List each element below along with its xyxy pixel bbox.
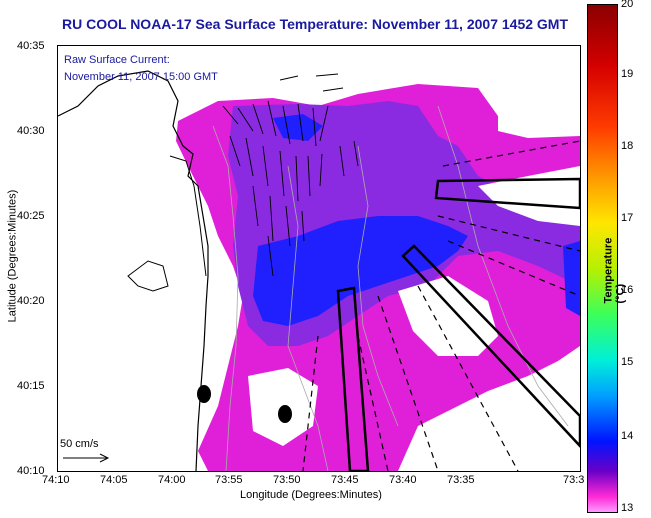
barrier-spit [169, 155, 207, 277]
feature-blob-1 [197, 385, 211, 403]
bathymetry-contour-2 [287, 165, 329, 471]
colorbar-title: Temperature (°C) [602, 237, 627, 304]
y-tick-label: 40:25 [17, 210, 45, 222]
y-tick-label: 40:30 [17, 125, 45, 137]
y-tick-label: 40:20 [17, 295, 45, 307]
x-tick-label: 74:10 [42, 474, 70, 486]
map-title: RU COOL NOAA-17 Sea Surface Temperature:… [62, 16, 569, 32]
sst-field-blue [253, 216, 468, 326]
current-vectors [222, 73, 359, 277]
x-tick-label: 73:45 [331, 474, 359, 486]
x-tick-label: 73:50 [273, 474, 301, 486]
colorbar-tick-label: 20 [621, 0, 634, 10]
colorbar-tick-label: 19 [621, 68, 634, 80]
beam-outlines [336, 177, 580, 471]
x-axis-label: Longitude (Degrees:Minutes) [240, 489, 382, 501]
x-tick-label: 74:05 [100, 474, 128, 486]
cloud-gap-far-se [498, 356, 580, 471]
y-tick-label: 40:10 [17, 465, 45, 477]
x-tick-label: 73:55 [215, 474, 243, 486]
x-tick-label: 74:00 [158, 474, 186, 486]
colorbar-tick-label: 13 [621, 502, 634, 514]
bathymetry-contour-4 [437, 105, 569, 427]
y-tick-label: 40:35 [17, 40, 45, 52]
y-axis-label: Latitude (Degrees:Minutes) [6, 189, 19, 323]
scale-label: 50 cm/s [60, 438, 99, 450]
feature-blob-2 [278, 405, 292, 423]
x-tick-label: 73:40 [389, 474, 417, 486]
y-tick-label: 40:15 [17, 380, 45, 392]
colorbar-tick-label: 14 [621, 430, 634, 442]
colorbar-tick-label: 16 [621, 284, 634, 296]
sst-map [58, 70, 580, 471]
colorbar-tick-label: 15 [621, 356, 634, 368]
scale-arrow [63, 453, 110, 463]
x-tick-label: 73:35 [447, 474, 475, 486]
colorbar-tick-label: 18 [621, 140, 634, 152]
bathymetry-contour-1 [212, 125, 239, 471]
temperature-colorbar [587, 4, 618, 513]
bathymetry-contour-3 [357, 145, 399, 427]
current-annotation-line2: November 11, 2007 15:00 GMT [64, 71, 218, 83]
coastline [58, 70, 209, 471]
coverage-lines [302, 140, 580, 471]
bay-inlet [127, 260, 169, 292]
map-plot-area: Raw Surface Current: November 11, 2007 1… [57, 45, 581, 472]
colorbar-tick-label: 17 [621, 212, 634, 224]
current-annotation-line1: Raw Surface Current: [64, 54, 170, 66]
x-tick-label: 73:3 [563, 474, 585, 486]
sst-field-blue-east [563, 241, 580, 316]
